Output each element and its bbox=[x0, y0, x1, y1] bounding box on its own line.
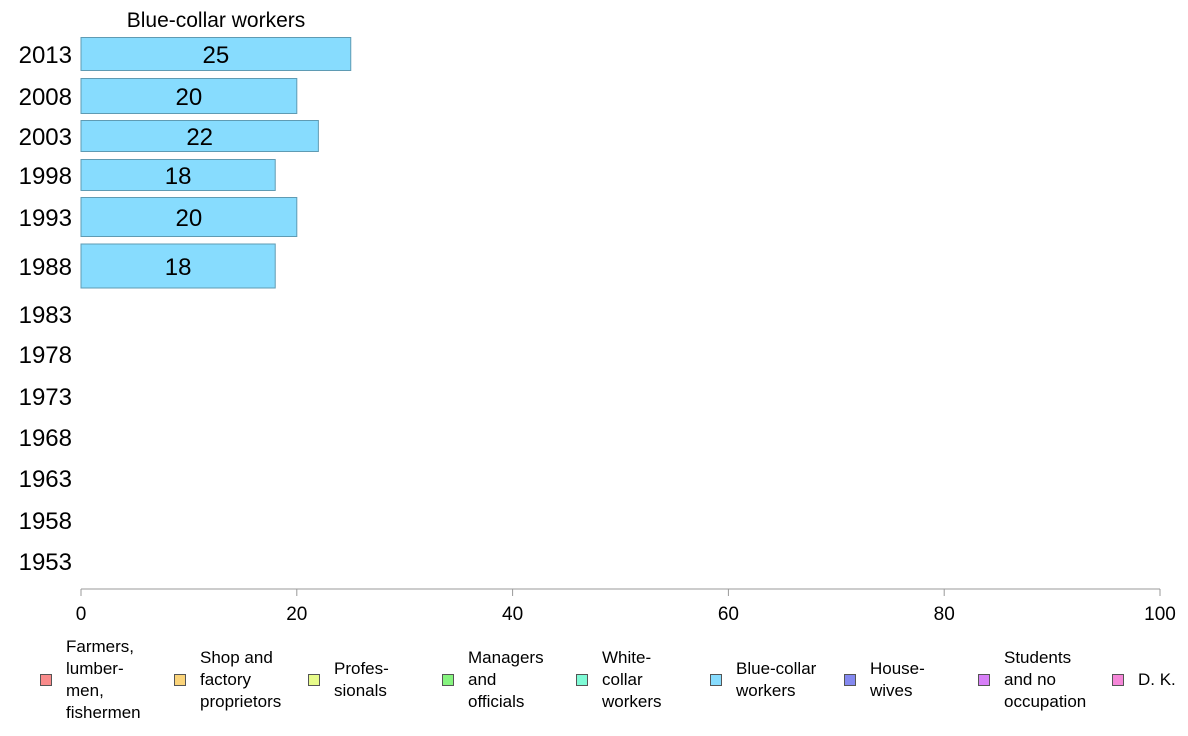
legend-swatch bbox=[40, 674, 52, 686]
y-tick-label: 2008 bbox=[19, 84, 72, 111]
legend-item: Students and no occupation bbox=[978, 640, 1086, 720]
bar bbox=[80, 78, 298, 114]
legend-label: Shop and factory proprietors bbox=[200, 648, 282, 711]
legend-label: D. K. bbox=[1138, 670, 1176, 689]
legend-swatch bbox=[844, 674, 856, 686]
x-tick-label: 80 bbox=[934, 604, 955, 625]
y-tick-label: 1983 bbox=[19, 302, 72, 329]
x-tick-label: 60 bbox=[718, 604, 739, 625]
y-tick-label: 1998 bbox=[19, 163, 72, 190]
y-tick-label: 1968 bbox=[19, 425, 72, 452]
legend-item: Blue-collar workers bbox=[710, 640, 816, 720]
legend-item: House- wives bbox=[844, 640, 925, 720]
bar-value-label: 25 bbox=[203, 42, 230, 69]
legend-item: Profes- sionals bbox=[308, 640, 389, 720]
bar-value-label: 18 bbox=[165, 163, 192, 190]
bar bbox=[80, 159, 276, 191]
legend-label: Blue-collar workers bbox=[736, 659, 817, 700]
legend-swatch bbox=[174, 674, 186, 686]
bar-value-label: 20 bbox=[176, 205, 203, 232]
y-tick-label: 1988 bbox=[19, 254, 72, 281]
y-tick-label: 1953 bbox=[19, 549, 72, 576]
bar bbox=[80, 37, 352, 71]
legend-label: Farmers, lumber- men, fishermen bbox=[66, 637, 141, 722]
legend-label: Profes- sionals bbox=[334, 659, 389, 700]
x-tick-label: 100 bbox=[1144, 604, 1176, 625]
legend-item: Managers and officials bbox=[442, 640, 544, 720]
bar-value-label: 18 bbox=[165, 254, 192, 281]
y-tick-label: 1973 bbox=[19, 384, 72, 411]
y-tick-label: 1958 bbox=[19, 508, 72, 535]
chart-title: Blue-collar workers bbox=[127, 9, 306, 32]
legend: Farmers, lumber- men, fishermen Shop and … bbox=[0, 637, 1188, 730]
x-axis: 0 20 40 60 80 100 bbox=[76, 588, 1176, 625]
legend-item: White- collar workers bbox=[576, 640, 662, 720]
bar bbox=[80, 197, 298, 237]
legend-swatch bbox=[710, 674, 722, 686]
legend-item: Farmers, lumber- men, fishermen bbox=[40, 637, 141, 722]
y-tick-label: 1963 bbox=[19, 466, 72, 493]
legend-swatch bbox=[308, 674, 320, 686]
legend-label: Students and no occupation bbox=[1004, 648, 1087, 711]
x-tick-label: 20 bbox=[286, 604, 307, 625]
y-tick-label: 1978 bbox=[19, 342, 72, 369]
y-axis-labels: 2013 2008 2003 1998 1993 1988 1983 1978 1973 1968… bbox=[19, 42, 72, 576]
legend-item: D. K. bbox=[1112, 640, 1176, 720]
x-tick-label: 0 bbox=[76, 604, 87, 625]
x-tick-label: 40 bbox=[502, 604, 523, 625]
legend-swatch bbox=[442, 674, 454, 686]
legend-swatch bbox=[1112, 674, 1124, 686]
legend-label: White- collar workers bbox=[602, 648, 662, 711]
bar-value-label: 20 bbox=[176, 84, 203, 111]
bar bbox=[80, 120, 319, 152]
legend-item: Shop and factory proprietors bbox=[174, 640, 281, 720]
legend-label: House- wives bbox=[870, 659, 925, 700]
y-tick-label: 2003 bbox=[19, 124, 72, 151]
bar-value-label: 22 bbox=[186, 124, 213, 151]
legend-label: Managers and officials bbox=[468, 648, 544, 711]
bar bbox=[80, 243, 276, 289]
y-tick-label: 1993 bbox=[19, 205, 72, 232]
y-tick-label: 2013 bbox=[19, 42, 72, 69]
legend-swatch bbox=[978, 674, 990, 686]
legend-swatch bbox=[576, 674, 588, 686]
